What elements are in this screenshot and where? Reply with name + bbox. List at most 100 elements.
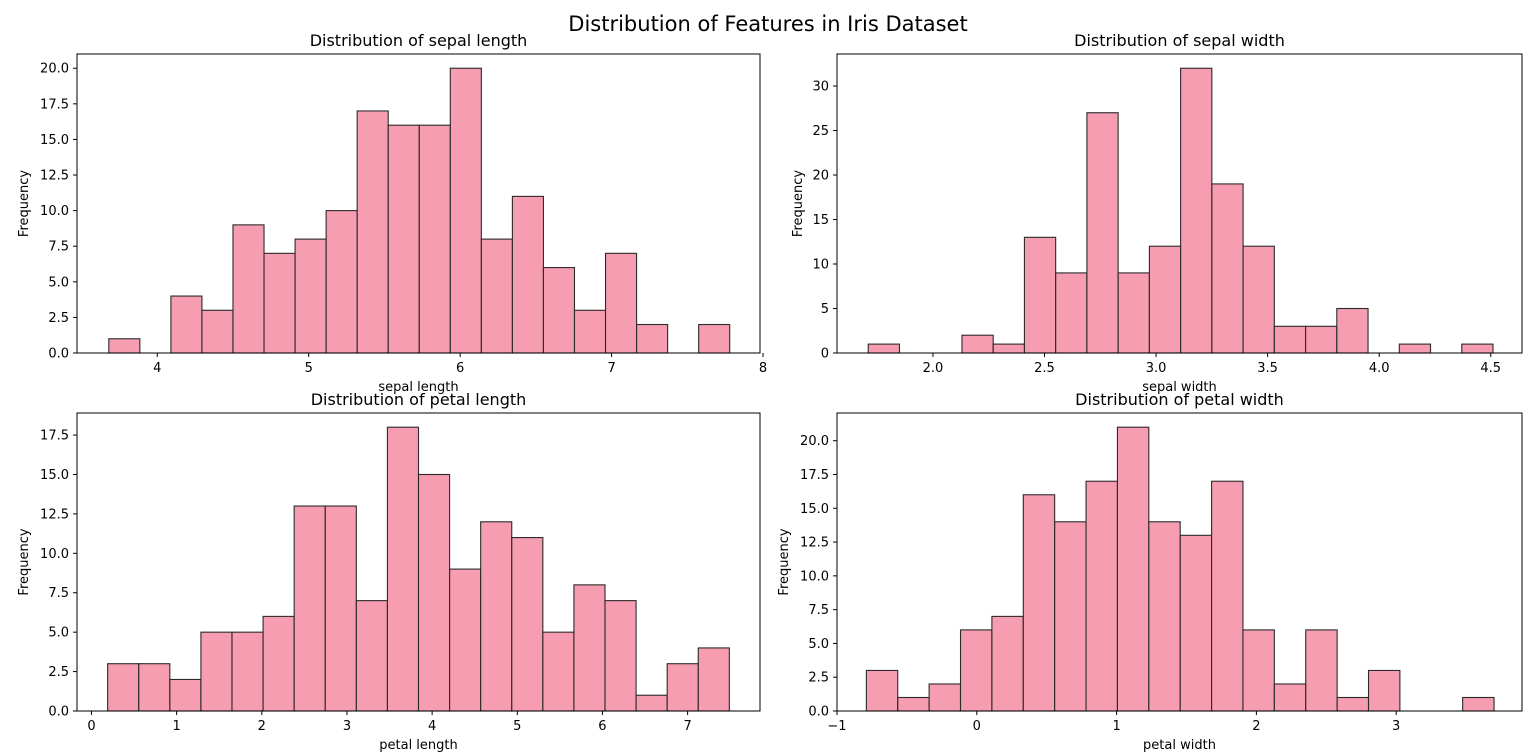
histogram-bar <box>1023 236 1057 354</box>
histogram-bar <box>170 295 203 354</box>
histogram-bar <box>293 505 326 712</box>
histogram-bar <box>480 521 513 712</box>
histogram-bar <box>666 663 699 712</box>
y-tick-label: 10.0 <box>40 547 69 562</box>
histogram-bar <box>231 631 264 712</box>
y-tick-label: 7.5 <box>48 586 69 601</box>
histogram-bar <box>263 252 296 354</box>
histogram-bar <box>897 696 930 712</box>
subplot-title: Distribution of petal width <box>1075 390 1284 409</box>
histogram-bar <box>991 615 1024 712</box>
histogram-bar <box>867 343 901 354</box>
y-tick-label: 20.0 <box>800 434 829 449</box>
subplot-sepal-length: 4 5 6 7 8 0.0 2.5 5.0 7.5 10.0 12.5 15.0 17.5 20.0 Dis… <box>17 31 767 395</box>
x-tick-label: 3 <box>343 719 351 734</box>
x-tick-label: 1 <box>1112 719 1120 734</box>
histogram-bar <box>356 110 389 354</box>
histogram-bar <box>355 600 388 712</box>
histogram-bar <box>697 647 730 712</box>
x-axis-label: sepal length <box>378 380 458 395</box>
x-tick-label: 5 <box>305 361 313 376</box>
histogram-bar <box>1305 325 1338 354</box>
x-tick-label: 4.0 <box>1369 361 1390 376</box>
x-tick-label: 6 <box>456 361 464 376</box>
figure-title: Distribution of Features in Iris Dataset <box>568 12 967 36</box>
histogram-bar <box>1242 629 1275 712</box>
y-tick-label: 15 <box>812 213 829 228</box>
histogram-bar <box>1148 245 1182 354</box>
histogram-bar <box>1273 683 1307 712</box>
y-axis-label: Frequency <box>17 170 32 237</box>
histogram-bar <box>573 309 607 354</box>
x-tick-label: 2 <box>258 719 266 734</box>
histogram-bar <box>169 678 202 712</box>
histogram-bar <box>1305 629 1338 712</box>
histogram-bar <box>1086 112 1119 354</box>
histogram-bar <box>200 631 233 712</box>
x-tick-label: −1 <box>827 719 846 734</box>
y-tick-label: 0.0 <box>48 347 69 362</box>
histogram-bar <box>387 124 420 354</box>
y-tick-label: 2.5 <box>48 665 69 680</box>
histogram-bar <box>108 338 141 354</box>
histogram-bar <box>1148 521 1181 712</box>
y-tick-label: 12.5 <box>800 536 829 551</box>
y-tick-label: 5.0 <box>48 275 69 290</box>
histogram-bar <box>325 210 358 354</box>
y-tick-label: 2.5 <box>48 311 69 326</box>
x-tick-label: 2 <box>1252 719 1260 734</box>
histogram-bar <box>1117 272 1150 354</box>
histogram-bar <box>1179 534 1213 712</box>
x-axis-label: sepal width <box>1142 380 1217 395</box>
histogram-bar <box>992 343 1025 354</box>
y-tick-label: 25 <box>812 124 829 139</box>
histogram-bar <box>1180 67 1213 354</box>
x-tick-label: 6 <box>598 719 606 734</box>
y-tick-label: 2.5 <box>808 671 829 686</box>
x-tick-label: 3.5 <box>1257 361 1278 376</box>
histogram-bar <box>636 323 669 354</box>
histogram-bar <box>959 629 993 712</box>
histogram-bar <box>542 267 576 354</box>
y-tick-label: 0.0 <box>808 705 829 720</box>
histogram-bar <box>107 663 140 712</box>
y-tick-label: 20.0 <box>40 62 69 77</box>
x-tick-label: 1 <box>172 719 180 734</box>
y-tick-label: 5.0 <box>48 626 69 641</box>
histogram-bar <box>418 124 451 354</box>
histogram-bar <box>1336 307 1369 354</box>
histogram-bar <box>417 473 451 712</box>
subplot-sepal-width: 2.0 2.5 3.0 3.5 4.0 4.5 0 5 10 15 20 25 30 Distributi… <box>791 31 1523 395</box>
x-tick-label: 0 <box>973 719 981 734</box>
histogram-bar <box>201 309 234 354</box>
axes-frame <box>76 53 761 354</box>
histogram-bar <box>232 224 265 354</box>
histogram-bar <box>961 334 994 354</box>
y-tick-label: 0 <box>821 347 829 362</box>
histogram-bar <box>294 238 327 354</box>
x-tick-label: 3 <box>1392 719 1400 734</box>
histogram-bar <box>635 694 668 712</box>
axes-frame <box>836 412 1523 712</box>
y-tick-label: 17.5 <box>800 468 829 483</box>
x-tick-label: 7 <box>607 361 615 376</box>
y-tick-label: 0.0 <box>48 705 69 720</box>
y-tick-label: 12.5 <box>40 507 69 522</box>
histogram-bar <box>1116 426 1150 712</box>
x-tick-label: 4.5 <box>1480 361 1501 376</box>
y-tick-label: 7.5 <box>808 603 829 618</box>
subplot-title: Distribution of sepal width <box>1074 31 1285 50</box>
x-tick-label: 7 <box>683 719 691 734</box>
axes-frame <box>76 412 761 712</box>
x-axis-label: petal length <box>379 738 458 753</box>
x-tick-label: 5 <box>513 719 521 734</box>
histogram-bar <box>1242 245 1275 354</box>
histogram-bar <box>573 584 606 712</box>
histogram-bar <box>604 252 638 354</box>
histogram-bar <box>1336 696 1370 712</box>
x-axis-label: petal width <box>1143 738 1216 753</box>
y-tick-label: 15.0 <box>40 468 69 483</box>
y-axis-label: Frequency <box>17 528 32 595</box>
y-tick-label: 15.0 <box>40 133 69 148</box>
y-tick-label: 7.5 <box>48 240 69 255</box>
